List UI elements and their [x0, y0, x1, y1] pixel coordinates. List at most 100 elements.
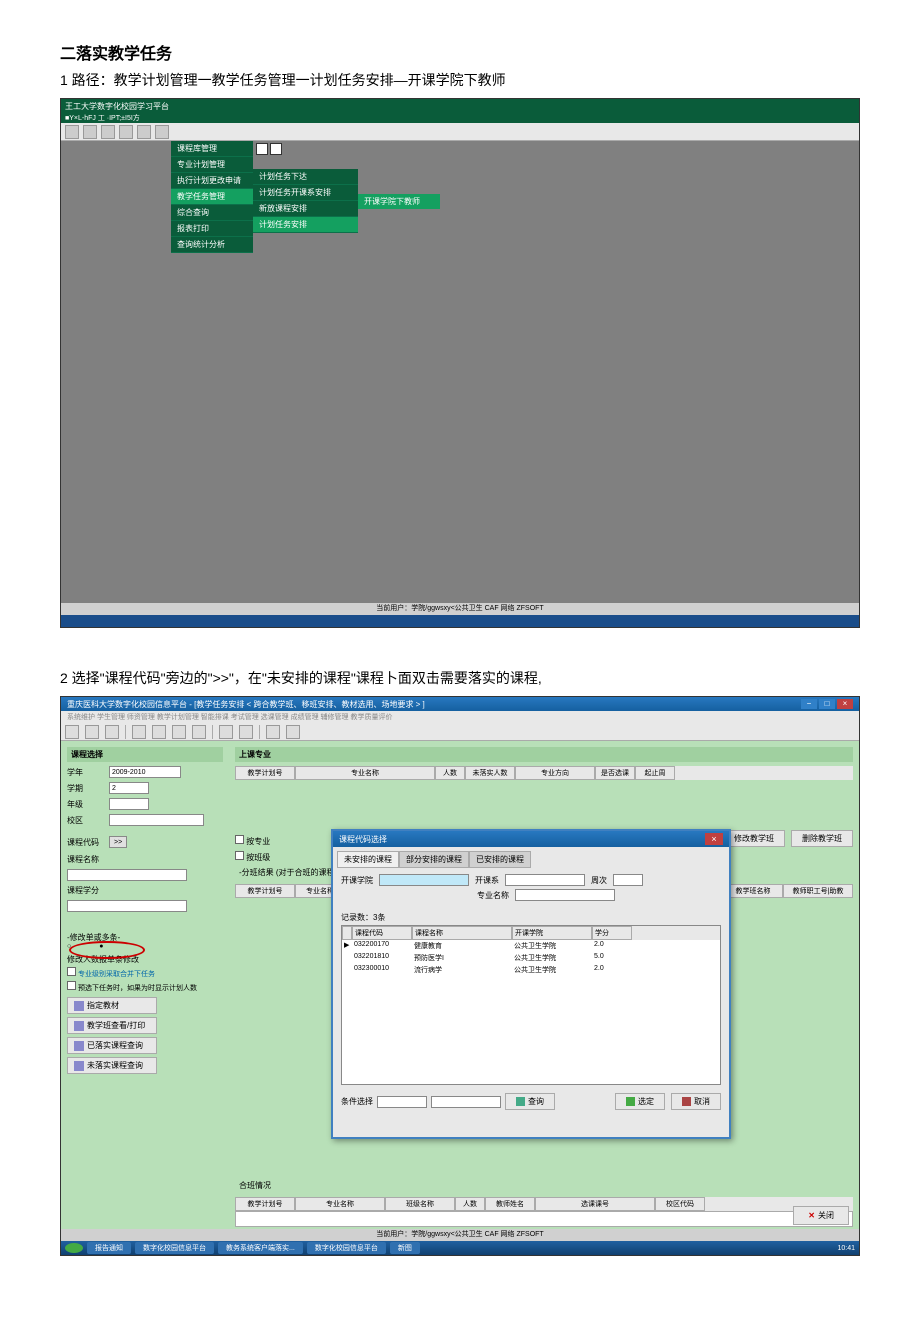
table-row[interactable]: 032201810 预防医学I 公共卫生学院 5.0 — [342, 952, 720, 964]
credit-input[interactable] — [67, 900, 187, 912]
code-lookup-button[interactable]: >> — [109, 836, 127, 848]
toolbar-icon[interactable] — [192, 725, 206, 739]
filter-dept2-select[interactable] — [505, 874, 585, 886]
minimize-button[interactable]: − — [801, 699, 817, 709]
taskbar-item[interactable]: 数字化校园信息平台 — [307, 1242, 386, 1254]
taskbar-clock: 10:41 — [837, 1245, 855, 1252]
dialog-title: 课程代码选择 — [339, 834, 387, 845]
condition-label: 条件选择 — [341, 1096, 373, 1107]
toolbar-icon[interactable] — [286, 725, 300, 739]
col-header: 课程代码 — [352, 926, 412, 940]
dialog-titlebar: 课程代码选择 × — [333, 831, 729, 847]
radio-icon[interactable]: ● — [99, 943, 103, 950]
submenu-item[interactable]: 新放课程安排 — [253, 201, 358, 217]
menu-item[interactable]: 课程库管理 — [171, 141, 253, 157]
submenu-item-highlighted[interactable]: 计划任务安排 — [253, 217, 358, 233]
menu-item[interactable]: 查询统计分析 — [171, 237, 253, 253]
menu-item[interactable]: 报表打印 — [171, 221, 253, 237]
toolbar-icon[interactable] — [155, 125, 169, 139]
col-header: 教学班名称 — [723, 884, 783, 898]
col-header: 专业名称 — [295, 1197, 385, 1211]
ok-button[interactable]: 选定 — [615, 1093, 665, 1110]
tab-partial[interactable]: 部分安排的课程 — [399, 851, 469, 868]
cancel-button[interactable]: 取消 — [671, 1093, 721, 1110]
checkbox-icon[interactable] — [67, 967, 76, 976]
col-header: 人数 — [455, 1197, 485, 1211]
taskbar-item[interactable]: 报告通知 — [87, 1242, 131, 1254]
radio-icon[interactable]: ○ — [67, 943, 71, 950]
campus-label: 校区 — [67, 815, 105, 826]
toolbar-icon[interactable] — [83, 125, 97, 139]
year-select[interactable] — [109, 766, 181, 778]
toolbar-icon[interactable] — [172, 725, 186, 739]
col-header: 人数 — [435, 766, 465, 780]
submenu-item[interactable]: 计划任务开课系安排 — [253, 185, 358, 201]
tab-unassigned[interactable]: 未安排的课程 — [337, 851, 399, 868]
table-row[interactable]: ▶ 032200170 健康教育 公共卫生学院 2.0 — [342, 940, 720, 952]
toolbar-icon[interactable] — [85, 725, 99, 739]
taskbar-item[interactable]: 数字化校园信息平台 — [135, 1242, 214, 1254]
tab-assigned[interactable]: 已安排的课程 — [469, 851, 531, 868]
menu-item[interactable]: 综合查询 — [171, 205, 253, 221]
doc-heading: 二落实教学任务 — [60, 40, 860, 64]
page-icon — [74, 1021, 84, 1031]
submenu-item[interactable]: 计划任务下达 — [253, 169, 358, 185]
checkbox-icon[interactable] — [67, 981, 76, 990]
dialog-course-select: 课程代码选择 × 未安排的课程 部分安排的课程 已安排的课程 开课学院 开课系 … — [331, 829, 731, 1139]
col-header: 班级名称 — [385, 1197, 455, 1211]
small-icon[interactable] — [256, 143, 268, 155]
toolbar-icăicon[interactable] — [119, 125, 133, 139]
credit-label: 课程学分 — [67, 885, 105, 896]
checkbox-icon[interactable] — [235, 851, 244, 860]
material-button[interactable]: 指定教材 — [67, 997, 157, 1014]
toolbar-icon[interactable] — [132, 725, 146, 739]
filter-dept-select[interactable] — [379, 874, 469, 886]
menubar: 系统维护 学生管理 师资管理 教学计划管理 智能排课 考试管理 选课管理 成绩管… — [61, 711, 859, 723]
toolbar — [61, 123, 859, 141]
toolbar-icon[interactable] — [239, 725, 253, 739]
col-header: 未落实人数 — [465, 766, 515, 780]
close-button[interactable]: ✕ 关闭 — [793, 1206, 849, 1225]
code-label: 课程代码 — [67, 837, 105, 848]
search-icon — [516, 1097, 525, 1106]
toolbar-icon[interactable] — [101, 125, 115, 139]
submenu-level2[interactable]: 开课学院下教师 — [358, 194, 440, 209]
condition-input[interactable] — [431, 1096, 501, 1108]
filter-major-select[interactable] — [515, 889, 615, 901]
course-name-input[interactable] — [67, 869, 187, 881]
small-icon[interactable] — [270, 143, 282, 155]
undone-query-button[interactable]: 未落实课程查询 — [67, 1057, 157, 1074]
toolbar-icon[interactable] — [219, 725, 233, 739]
col-header: 课程名称 — [412, 926, 512, 940]
grade-select[interactable] — [109, 798, 149, 810]
toolbar-icon[interactable] — [65, 125, 79, 139]
section-title: 上课专业 — [235, 747, 853, 762]
dialog-close-button[interactable]: × — [705, 833, 723, 845]
menu-item[interactable]: 专业计划管理 — [171, 157, 253, 173]
toolbar-icon[interactable] — [105, 725, 119, 739]
query-button[interactable]: 查询 — [505, 1093, 555, 1110]
taskbar-item[interactable]: 新图 — [390, 1242, 420, 1254]
toolbar-icon[interactable] — [137, 125, 151, 139]
start-button[interactable] — [65, 1243, 83, 1253]
maximize-button[interactable]: □ — [819, 699, 835, 709]
condition-select[interactable] — [377, 1096, 427, 1108]
divider — [212, 725, 213, 739]
menu-item-highlighted[interactable]: 教学任务管理 — [171, 189, 253, 205]
record-count: 记录数：3条 — [337, 910, 725, 925]
checkbox-icon[interactable] — [235, 835, 244, 844]
delete-class-button[interactable]: 删除教学班 — [791, 830, 853, 847]
toolbar-icon[interactable] — [152, 725, 166, 739]
menu-item[interactable]: 执行计划更改申请 — [171, 173, 253, 189]
taskbar-item[interactable]: 教务系统客户端落实... — [218, 1242, 303, 1254]
term-select[interactable] — [109, 782, 149, 794]
filter-round-select[interactable] — [613, 874, 643, 886]
table-row[interactable]: 032300010 流行病学 公共卫生学院 2.0 — [342, 964, 720, 976]
campus-select[interactable] — [109, 814, 204, 826]
view-button[interactable]: 教学班查看/打印 — [67, 1017, 157, 1034]
statusbar: 当前用户：学院/ggwsxy<公共卫生 CAF 网络 ZFSOFT — [61, 1229, 859, 1241]
close-button[interactable]: × — [837, 699, 853, 709]
done-query-button[interactable]: 已落实课程查询 — [67, 1037, 157, 1054]
toolbar-icon[interactable] — [266, 725, 280, 739]
toolbar-icon[interactable] — [65, 725, 79, 739]
